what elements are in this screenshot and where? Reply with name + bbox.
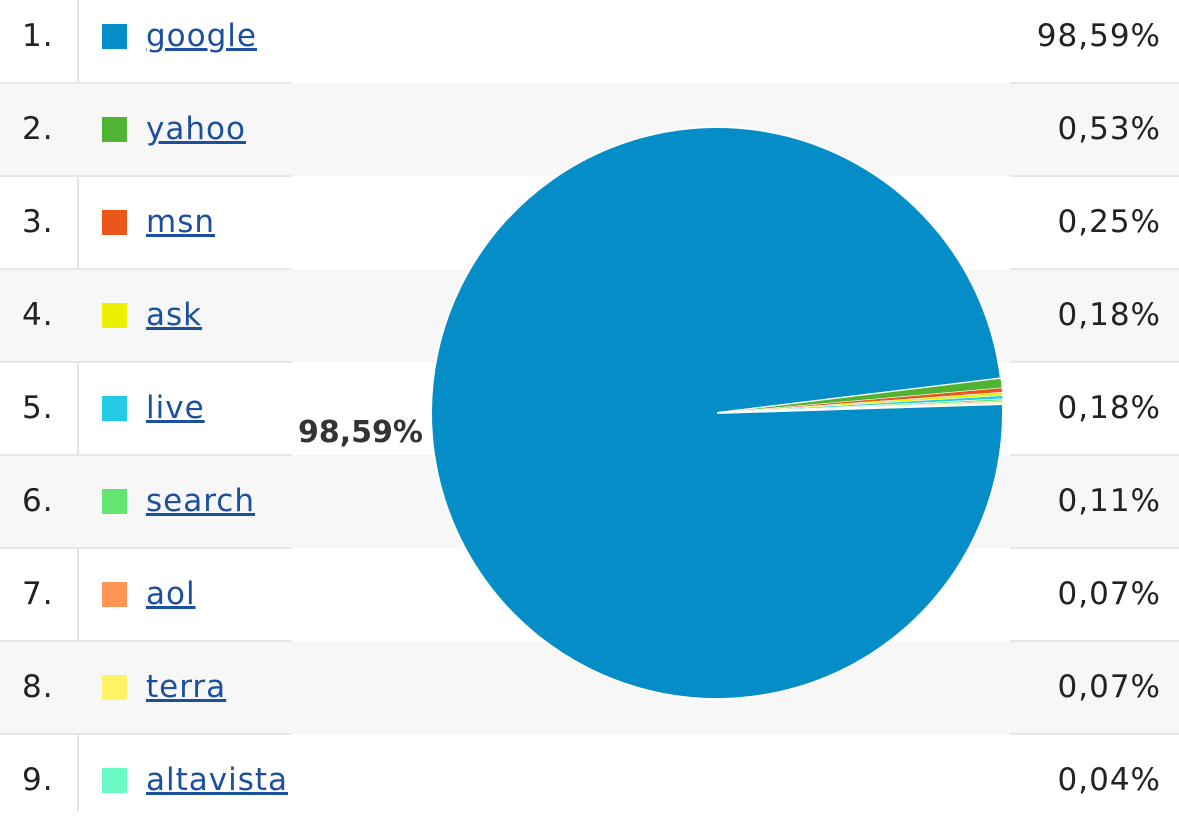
- legend-swatch: [102, 768, 127, 793]
- row-rank: 1.: [22, 18, 54, 54]
- row-separator: [1010, 361, 1179, 363]
- row-separator: [1010, 454, 1179, 456]
- legend-swatch: [102, 489, 127, 514]
- legend-link-terra[interactable]: terra: [146, 669, 227, 705]
- row-separator: [0, 175, 292, 177]
- legend-swatch: [102, 210, 127, 235]
- row-separator: [1010, 733, 1179, 735]
- row-rank: 6.: [22, 483, 54, 519]
- legend-link-live[interactable]: live: [146, 390, 205, 426]
- row-separator: [0, 547, 292, 549]
- row-separator: [1010, 175, 1179, 177]
- row-percent: 98,59%: [1036, 18, 1161, 54]
- row-separator: [1010, 547, 1179, 549]
- row-percent: 0,11%: [1057, 483, 1161, 519]
- legend-link-google[interactable]: google: [146, 18, 257, 54]
- legend-link-altavista[interactable]: altavista: [146, 762, 289, 798]
- legend-swatch: [102, 582, 127, 607]
- row-rank: 4.: [22, 297, 54, 333]
- row-percent: 0,18%: [1057, 297, 1161, 333]
- row-rank: 5.: [22, 390, 54, 426]
- row-rank: 8.: [22, 669, 54, 705]
- legend-link-yahoo[interactable]: yahoo: [146, 111, 246, 147]
- row-percent: 0,07%: [1057, 669, 1161, 705]
- row-percent: 0,53%: [1057, 111, 1161, 147]
- row-percent: 0,25%: [1057, 204, 1161, 240]
- row-separator: [1010, 82, 1179, 84]
- row-separator: [0, 454, 292, 456]
- row-rank: 2.: [22, 111, 54, 147]
- row-percent: 0,07%: [1057, 576, 1161, 612]
- row-rank: 3.: [22, 204, 54, 240]
- legend-link-aol[interactable]: aol: [146, 576, 196, 612]
- row-percent: 0,18%: [1057, 390, 1161, 426]
- row-rank: 7.: [22, 576, 54, 612]
- legend-swatch: [102, 117, 127, 142]
- legend-link-search[interactable]: search: [146, 483, 255, 519]
- legend-swatch: [102, 396, 127, 421]
- row-rank: 9.: [22, 762, 54, 798]
- legend-link-msn[interactable]: msn: [146, 204, 215, 240]
- legend-swatch: [102, 303, 127, 328]
- column-divider: [77, 0, 79, 811]
- row-separator: [1010, 268, 1179, 270]
- row-separator: [0, 82, 292, 84]
- pie-slice-altavista: [716, 402, 1004, 414]
- pie-slice-label: 98,59%: [298, 415, 423, 450]
- legend-link-ask[interactable]: ask: [146, 297, 203, 333]
- row-separator: [1010, 640, 1179, 642]
- row-separator: [0, 733, 292, 735]
- legend-swatch: [102, 675, 127, 700]
- row-separator: [0, 268, 292, 270]
- legend-swatch: [102, 24, 127, 49]
- row-separator: [0, 640, 292, 642]
- row-percent: 0,04%: [1057, 762, 1161, 798]
- row-separator: [0, 361, 292, 363]
